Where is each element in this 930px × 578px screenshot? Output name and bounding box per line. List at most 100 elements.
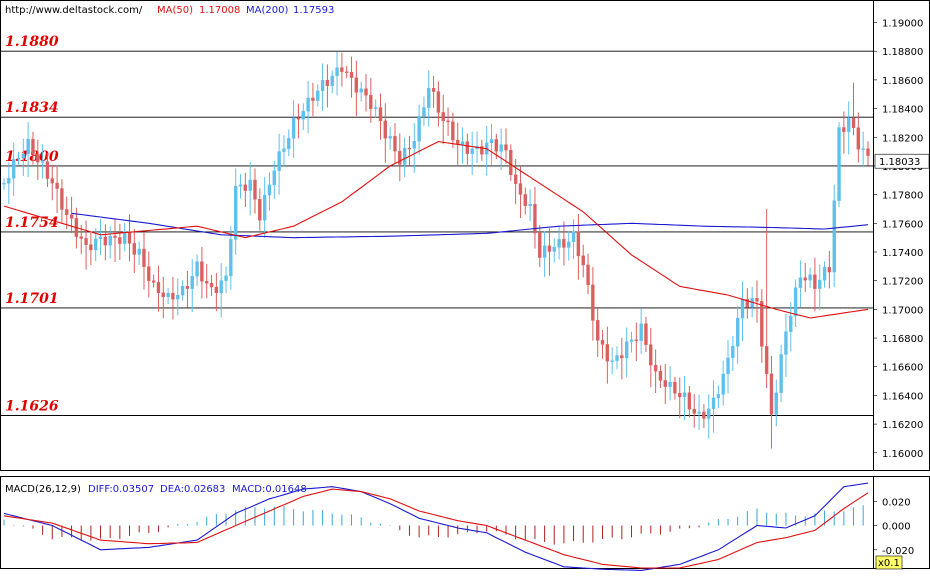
candle-body (36, 154, 40, 163)
price-panel[interactable] (0, 0, 874, 471)
candle-body (205, 281, 209, 284)
candle-body (373, 107, 378, 109)
candle-body (166, 292, 170, 298)
candle-body (98, 236, 103, 240)
scale-badge[interactable]: x0.1 (875, 555, 903, 570)
candle-body (808, 274, 812, 281)
candle-body (552, 247, 556, 252)
macd-value-label: MACD:0.01648 (232, 484, 307, 495)
candle-body (644, 323, 648, 345)
macd-dea-line (3, 488, 869, 569)
candle-body (229, 239, 233, 277)
candle-body (306, 97, 310, 112)
price-axis-tick-label: 1.17200 (882, 277, 923, 288)
candle-body (663, 380, 667, 387)
candle-body (16, 157, 21, 160)
candle-body (542, 245, 547, 258)
candle-body (523, 194, 527, 206)
candle-body (180, 286, 185, 296)
candle-body (509, 149, 513, 175)
candle-body (538, 232, 542, 258)
price-axis-tick-label: 1.19000 (882, 19, 923, 30)
candle-body (122, 231, 127, 244)
candle-body (678, 392, 682, 398)
candle-body (253, 179, 257, 200)
candle-body (238, 184, 243, 187)
candle-body (533, 203, 537, 234)
macd-title: MACD(26,12,9) (5, 484, 81, 495)
candle-body (431, 88, 436, 92)
candle-body (69, 214, 74, 219)
candle-body (402, 147, 407, 165)
candle-body (156, 282, 161, 293)
level-label: 1.1754 (5, 215, 59, 231)
candle-body (600, 340, 605, 345)
candle-body (847, 117, 851, 132)
candle-body (769, 373, 774, 415)
candles (2, 51, 870, 449)
candle-body (567, 241, 571, 248)
candle-body (581, 255, 585, 266)
candle-body (7, 178, 11, 184)
candle-body (335, 67, 339, 77)
candle-body (851, 117, 856, 128)
candle-body (287, 138, 291, 149)
candle-body (842, 127, 846, 132)
candle-body (2, 182, 6, 185)
candle-body (620, 355, 624, 359)
candle-body (610, 360, 614, 362)
price-axis-tick-label: 1.16800 (882, 334, 923, 345)
candle-body (282, 148, 286, 152)
candle-body (118, 237, 122, 244)
candle-body (837, 127, 841, 201)
price-axis-tick-label: 1.17400 (882, 248, 923, 259)
candle-body (789, 315, 793, 332)
candle-body (272, 170, 276, 186)
level-label: 1.1701 (5, 291, 59, 307)
candle-body (103, 236, 108, 246)
candle-body (407, 147, 412, 150)
candle-body (682, 392, 687, 398)
candle-body (480, 146, 484, 155)
candle-body (340, 67, 344, 72)
candle-body (349, 71, 354, 78)
candle-body (856, 127, 861, 150)
candle-body (436, 91, 441, 113)
macd-diff-label: DIFF:0.03507 (88, 484, 154, 495)
candle-body (528, 203, 532, 206)
candle-body (185, 286, 190, 289)
macd-axis-ticks: 0.020 0.000 -0.020 (873, 497, 914, 557)
macd-axis-tick-label: 0.020 (882, 497, 911, 508)
candle-body (658, 370, 663, 381)
candle-body (127, 231, 132, 244)
candle-body (494, 139, 499, 152)
candle-body (142, 248, 146, 267)
candle-body (422, 107, 426, 117)
candle-body (673, 382, 677, 394)
candle-body (171, 292, 175, 300)
price-axis-tick-label: 1.17600 (882, 219, 923, 230)
price-axis-tick-label: 1.18400 (882, 105, 923, 116)
candle-body (301, 110, 305, 120)
candle-body (200, 261, 204, 282)
macd-axis-panel (873, 476, 930, 569)
candle-body (393, 136, 397, 152)
candle-body (793, 287, 798, 317)
candle-body (697, 411, 701, 414)
ma200-line (71, 212, 869, 239)
candle-body (417, 115, 421, 142)
candle-body (354, 77, 359, 93)
candle-body (330, 75, 334, 86)
candle-body (822, 267, 827, 281)
macd-diff-line (3, 482, 869, 571)
candle-body (798, 277, 803, 288)
source-url[interactable]: http://www.deltastock.com/ (5, 5, 143, 16)
candle-body (60, 188, 64, 210)
ma200-value: 1.17593 (293, 5, 334, 16)
candle-body (687, 392, 692, 410)
candle-body (441, 112, 445, 122)
macd-dea-label: DEA:0.02683 (160, 484, 225, 495)
candle-body (31, 138, 35, 155)
candle-body (11, 159, 16, 179)
